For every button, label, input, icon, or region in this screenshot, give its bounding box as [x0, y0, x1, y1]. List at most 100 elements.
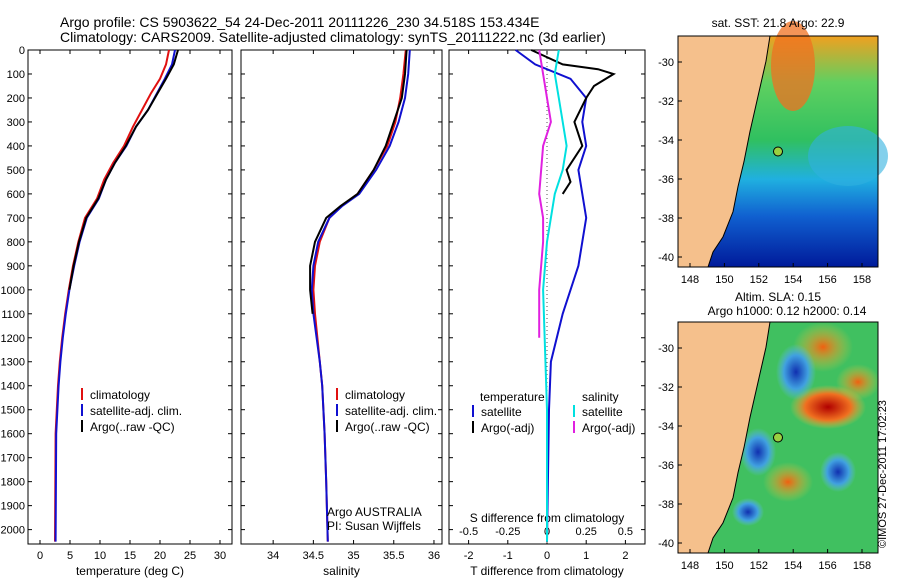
x-axis-label: temperature (deg C) — [76, 564, 184, 578]
x-tick-label: 34 — [267, 550, 279, 562]
x-axis-label: T difference from climatology — [470, 564, 624, 578]
lat-tick-label: -38 — [658, 499, 674, 511]
legend-label: Argo(..raw -QC) — [90, 420, 175, 434]
x-tick-label: 2 — [622, 550, 628, 562]
sst-map-title: sat. SST: 21.8 Argo: 22.9 — [712, 16, 845, 30]
lon-tick-label: 154 — [784, 560, 802, 572]
legend-label: Argo(-adj) — [582, 421, 635, 435]
argo-float-marker — [773, 146, 783, 157]
x-tick-label: 0 — [544, 550, 550, 562]
map-frame — [677, 321, 879, 554]
x-tick-label: 30 — [214, 550, 226, 562]
legend-label: satellite — [582, 405, 623, 419]
panel-difference: -2 -1 0 1 2 T difference from climatology -0.5… — [448, 49, 646, 578]
series-line-satellite-adj-clim- — [310, 49, 411, 542]
x-tick-label: -1 — [503, 550, 513, 562]
map-sst: -30 -32 -34 -36 -38 -40 148 150 152 154 156 158 — [658, 21, 888, 286]
y-tick-label: 500 — [7, 165, 25, 177]
lat-tick-label: -38 — [658, 213, 674, 225]
panel-salinity: 34 34.5 35 35.5 36 salinity climatology satelli… — [240, 49, 443, 578]
x-tick-label: 5 — [67, 550, 73, 562]
legend-label: satellite-adj. clim. — [90, 404, 182, 418]
y-tick-label: 1200 — [1, 333, 25, 345]
y-tick-label: 200 — [7, 93, 25, 105]
y-tick-label: 1000 — [1, 285, 25, 297]
plot-frame — [240, 49, 443, 545]
x-tick-label: 1 — [583, 550, 589, 562]
s-tick-label: 0.5 — [618, 526, 633, 538]
lon-tick-label: 150 — [715, 274, 733, 286]
sla-eddy — [776, 344, 816, 400]
x-tick-label: 35 — [347, 550, 359, 562]
lon-tick-label: 154 — [784, 274, 802, 286]
sla-map-subtitle: Argo h1000: 0.12 h2000: 0.14 — [708, 304, 867, 318]
sla-map-title: Altim. SLA: 0.15 — [735, 290, 821, 304]
legend-label: Argo(..raw -QC) — [345, 420, 430, 434]
x-tick-label: 15 — [124, 550, 136, 562]
y-tick-label: 800 — [7, 237, 25, 249]
argo-float-marker — [773, 432, 783, 443]
map-sla: -30 -32 -34 -36 -38 -40 148 150 152 154 156 158 — [658, 321, 880, 572]
x-tick-label: 0 — [37, 550, 43, 562]
y-tick-label: 1500 — [1, 405, 25, 417]
y-tick-label: 1700 — [1, 453, 25, 465]
lat-tick-label: -34 — [658, 421, 674, 433]
y-tick-label: 1400 — [1, 381, 25, 393]
lon-tick-label: 156 — [818, 274, 836, 286]
sla-eddy — [732, 498, 764, 526]
x-tick-label: 25 — [184, 550, 196, 562]
lon-tick-label: 152 — [750, 274, 768, 286]
lon-tick-label: 158 — [853, 560, 871, 572]
y-tick-label: 1100 — [1, 309, 25, 321]
sla-eddy — [763, 462, 813, 502]
figure-title-line2: Climatology: CARS2009. Satellite-adjuste… — [60, 29, 606, 45]
annotation-text: Argo AUSTRALIA — [327, 505, 422, 519]
series-line-argo-raw-qc- — [68, 49, 179, 290]
y-tick-label: 1900 — [1, 501, 25, 513]
x-axis-label: salinity — [323, 564, 360, 578]
x-tick-label: -2 — [464, 550, 474, 562]
lon-tick-label: 152 — [750, 560, 768, 572]
series-line-argo-raw-qc- — [309, 49, 408, 314]
panel-temperature: 0100200300400500600700800900100011001200… — [1, 45, 233, 578]
lat-tick-label: -30 — [658, 343, 674, 355]
map-frame — [677, 35, 879, 268]
lon-tick-label: 148 — [681, 274, 699, 286]
series-line-satellite — [542, 49, 568, 542]
series-line-satellite — [515, 49, 588, 542]
lat-tick-label: -40 — [658, 538, 674, 550]
y-tick-label: 700 — [7, 213, 25, 225]
sla-eddy — [836, 364, 880, 400]
y-tick-label: 100 — [7, 69, 25, 81]
y-tick-label: 1600 — [1, 429, 25, 441]
legend-label: climatology — [345, 388, 405, 402]
figure-title-line1: Argo profile: CS 5903622_54 24-Dec-2011 … — [60, 14, 540, 30]
y-tick-label: 900 — [7, 261, 25, 273]
lon-tick-label: 150 — [715, 560, 733, 572]
x-tick-label: 35.5 — [383, 550, 404, 562]
y-tick-label: 0 — [19, 45, 25, 57]
y-tick-label: 1300 — [1, 357, 25, 369]
lat-tick-label: -36 — [658, 174, 674, 186]
x-tick-label: 34.5 — [303, 550, 324, 562]
legend-title: salinity — [582, 390, 619, 404]
y-tick-label: 600 — [7, 189, 25, 201]
s-tick-label: -0.25 — [495, 526, 520, 538]
series-line-argo-adj- — [530, 49, 617, 195]
lat-tick-label: -30 — [658, 57, 674, 69]
legend-label: Argo(-adj) — [481, 421, 534, 435]
copyright-text: ©IMOS 27-Dec-2011 17:02:23 — [877, 400, 889, 548]
cool-patch — [808, 126, 888, 186]
y-tick-label: 2000 — [1, 525, 25, 537]
x-tick-label: 36 — [428, 550, 440, 562]
legend-label: climatology — [90, 388, 150, 402]
lat-tick-label: -34 — [658, 135, 674, 147]
x-tick-label: 20 — [154, 550, 166, 562]
x-tick-label: 10 — [94, 550, 106, 562]
lat-tick-label: -32 — [658, 382, 674, 394]
legend-label: satellite-adj. clim. — [345, 404, 437, 418]
y-tick-label: 1800 — [1, 477, 25, 489]
plot-frame — [27, 49, 233, 545]
s-tick-label: 0.25 — [575, 526, 596, 538]
